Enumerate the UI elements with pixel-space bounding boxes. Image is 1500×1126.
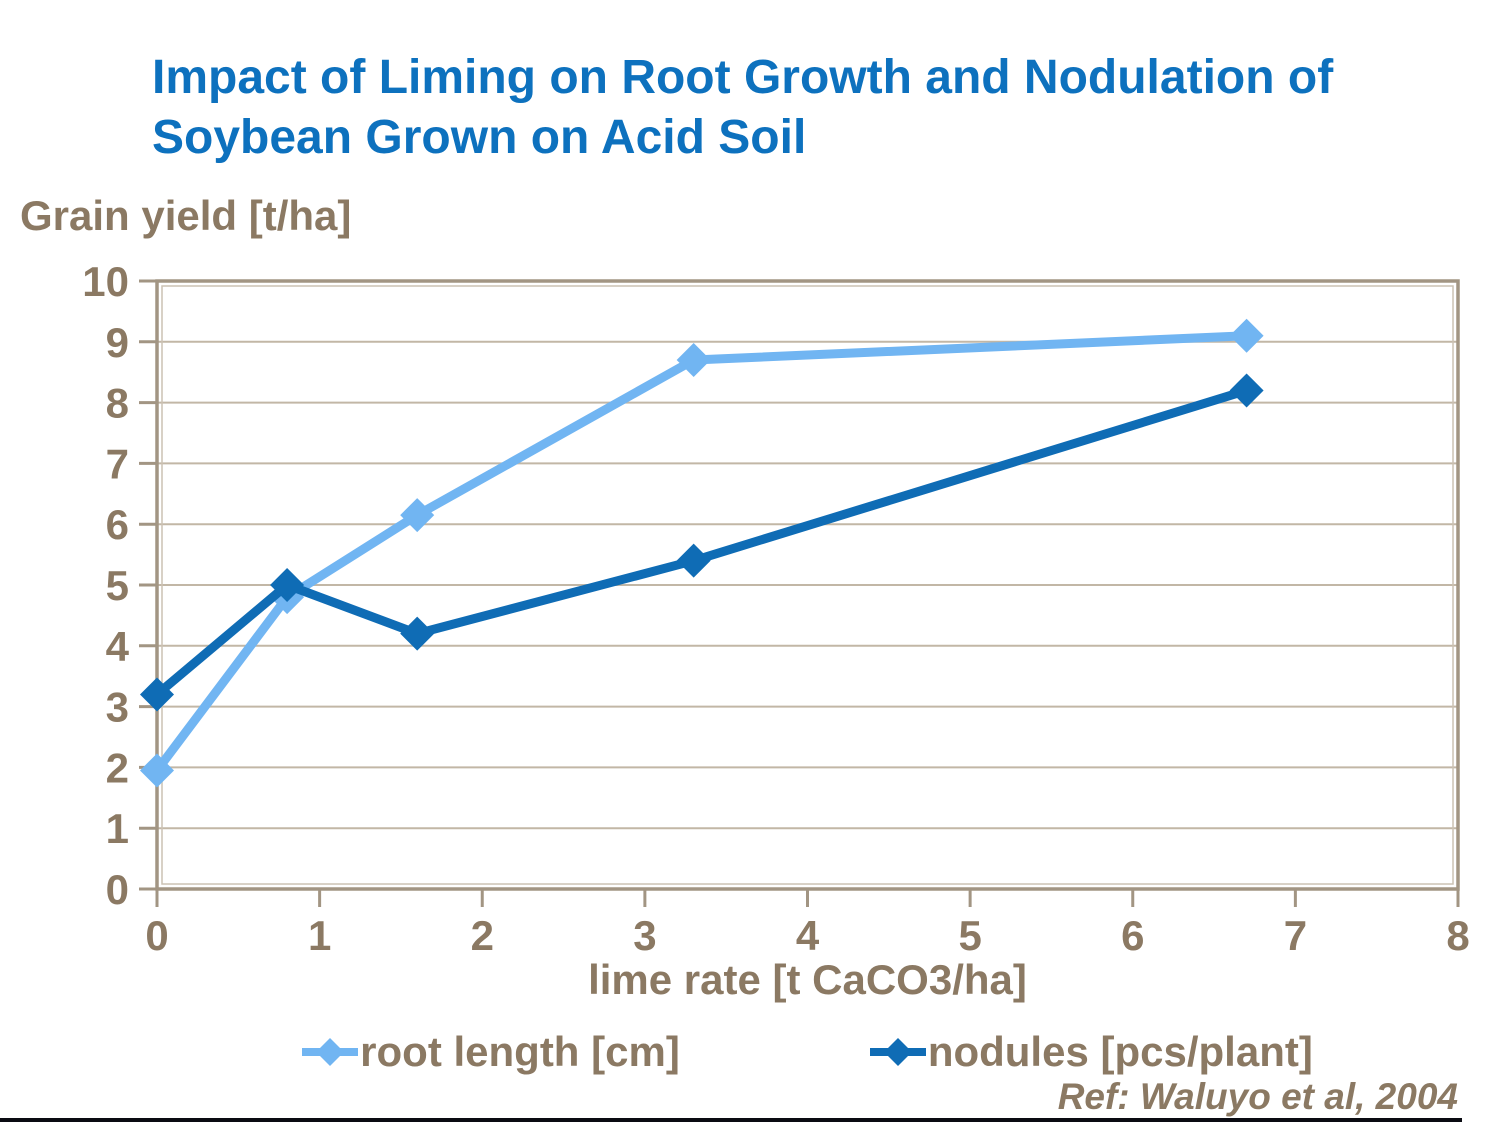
marker-nodules-pcs-plant-x0.8 xyxy=(270,568,305,602)
chart-canvas: 0 1 2 3 4 5 6 7 8 9 10 0 1 2 3 4 5 6 7 8 xyxy=(82,260,1469,959)
x-axis-title: lime rate [t CaCO3/ha] xyxy=(588,956,1027,1003)
y-tick-label-1: 1 xyxy=(106,805,129,852)
x-tick-label-3: 3 xyxy=(633,912,656,959)
marker-nodules-pcs-plant-x0 xyxy=(140,677,174,712)
y-tick-label-0: 0 xyxy=(106,866,129,913)
y-tick-label-5: 5 xyxy=(106,562,129,609)
plot-border-inner xyxy=(161,285,1454,885)
x-tick-label-1: 1 xyxy=(308,912,331,959)
x-tick-label-0: 0 xyxy=(145,912,168,959)
chart-title-line-1: Impact of Liming on Root Growth and Nodu… xyxy=(152,51,1334,104)
legend-marker-icon-root-length-cm xyxy=(302,1038,359,1066)
x-tick-label-6: 6 xyxy=(1121,912,1144,959)
marker-root-length-cm-x0 xyxy=(140,753,174,788)
y-tick-label-2: 2 xyxy=(106,744,129,791)
x-tick-label-2: 2 xyxy=(471,912,494,959)
footer-divider-bar xyxy=(0,1118,1462,1122)
marker-root-length-cm-x1.6 xyxy=(400,498,435,533)
reference-note: Ref: Waluyo et al, 2004 xyxy=(1057,1076,1458,1117)
series-line-nodules-pcs-plant xyxy=(152,385,1252,699)
y-tick-label-10: 10 xyxy=(82,260,129,305)
x-tick-label-5: 5 xyxy=(958,912,981,959)
y-tick-label-8: 8 xyxy=(106,380,129,427)
x-tick-label-8: 8 xyxy=(1446,912,1469,959)
y-tick-label-4: 4 xyxy=(106,623,130,670)
x-tick-label-7: 7 xyxy=(1284,912,1307,959)
y-tick-label-7: 7 xyxy=(106,440,129,487)
y-axis-title: Grain yield [t/ha] xyxy=(20,192,352,239)
x-tick-label-4: 4 xyxy=(796,912,820,959)
legend-item-root-length-cm: root length [cm] xyxy=(302,1028,680,1076)
marker-root-length-cm-x3.3 xyxy=(676,343,711,378)
legend-marker-icon-nodules-pcs-plant xyxy=(869,1038,926,1066)
legend-label-nodules-pcs-plant: nodules [pcs/plant] xyxy=(927,1028,1313,1075)
marker-nodules-pcs-plant-x6.7 xyxy=(1229,373,1264,408)
chart-legend: root length [cm] nodules [pcs/plant] xyxy=(157,1028,1458,1076)
y-tick-label-9: 9 xyxy=(106,319,129,366)
y-tick-label-6: 6 xyxy=(106,501,129,548)
marker-nodules-pcs-plant-x1.6 xyxy=(400,616,435,651)
marker-root-length-cm-x6.7 xyxy=(1229,318,1264,353)
legend-label-root-length-cm: root length [cm] xyxy=(360,1028,680,1075)
chart-title: Impact of Liming on Root Growth and Nodu… xyxy=(152,48,1462,168)
marker-nodules-pcs-plant-x3.3 xyxy=(676,543,711,578)
chart-title-line-2: Soybean Grown on Acid Soil xyxy=(152,111,807,164)
legend-item-nodules-pcs-plant: nodules [pcs/plant] xyxy=(869,1028,1313,1076)
y-tick-label-3: 3 xyxy=(106,684,129,731)
